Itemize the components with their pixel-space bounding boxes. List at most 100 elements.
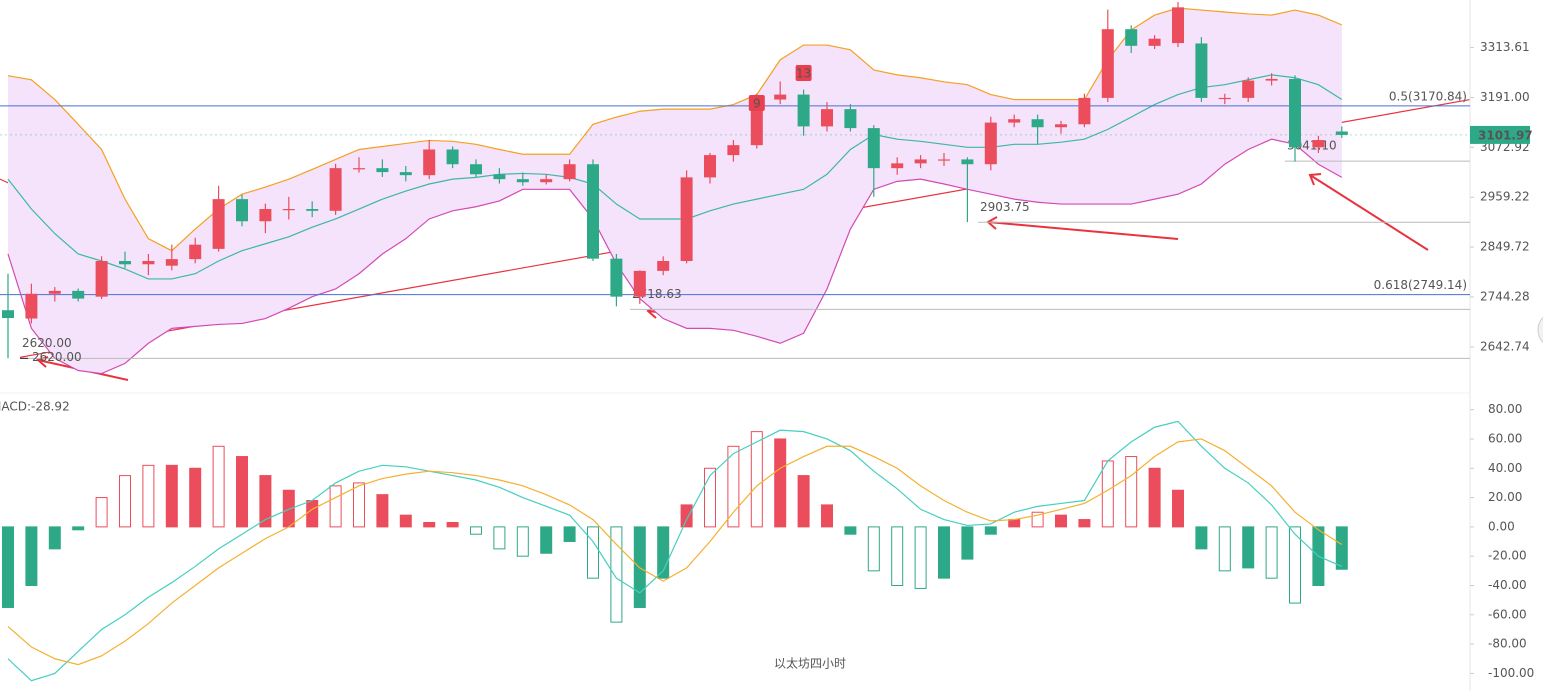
macd-bar (306, 500, 319, 528)
candle-body (2, 310, 14, 319)
macd-bar (1195, 526, 1208, 550)
candle-body (119, 260, 131, 265)
macd-tick-label: 60.00 (1488, 431, 1522, 445)
candle-body (329, 168, 342, 211)
macd-bar (189, 467, 202, 528)
macd-tick-label: -40.00 (1488, 578, 1527, 592)
candle-body (72, 290, 85, 299)
macd-bar (119, 475, 131, 528)
macd-bar (1031, 511, 1044, 528)
candle-body (236, 199, 248, 222)
candle-body (493, 174, 506, 180)
band-upper (7, 7, 1343, 252)
macd-tick-label: 40.00 (1488, 461, 1522, 475)
macd-bar (1289, 526, 1301, 604)
y-tick-label: 2642.74 (1480, 339, 1530, 353)
macd-bar (212, 445, 225, 528)
signal-label: 9 (753, 97, 761, 111)
macd-bar (727, 445, 740, 528)
candle-body (657, 260, 670, 271)
candle-body (961, 159, 974, 165)
macd-bar (516, 526, 529, 557)
candle-body (1218, 97, 1231, 100)
chart-title: 以太坊四小时 (774, 656, 846, 671)
candle-body (259, 209, 272, 222)
macd-bar (423, 521, 436, 528)
candle-body (48, 290, 61, 294)
candle-body (1078, 97, 1091, 125)
macd-bar (329, 485, 342, 528)
candle-body (1055, 124, 1067, 128)
macd-bar (563, 526, 576, 543)
candle-body (821, 109, 833, 127)
macd-bar (1078, 519, 1091, 528)
arrow-head (1308, 173, 1322, 186)
y-tick-label: 3313.61 (1480, 40, 1530, 54)
candle-body (165, 259, 178, 266)
macd-bar (867, 526, 880, 572)
macd-bar (95, 497, 108, 528)
signal-label: 13 (796, 67, 811, 81)
candle-body (891, 163, 904, 169)
candle-body (704, 155, 716, 178)
macd-tick-label: -100.00 (1488, 666, 1534, 680)
macd-bar (25, 526, 38, 586)
macd-bar (891, 526, 904, 586)
macd-bar (48, 526, 61, 550)
macd-bar (680, 504, 693, 528)
candle-body (1125, 29, 1138, 46)
macd-bar (984, 526, 997, 535)
dea-line (7, 438, 1343, 666)
macd-bar (1101, 460, 1114, 528)
macd-bar (142, 464, 155, 528)
candle-body (984, 122, 997, 165)
macd-bar (961, 526, 974, 560)
macd-bar (750, 431, 763, 528)
candle-body (1242, 80, 1255, 98)
macd-bar (353, 482, 365, 528)
signal-badge (748, 95, 765, 111)
candle-body (470, 164, 482, 175)
candle-body (844, 109, 857, 129)
candle-body (540, 179, 553, 183)
candle-body (399, 172, 412, 176)
price-mark-label: 2620.00 (32, 350, 82, 364)
side-button[interactable] (1537, 312, 1543, 348)
candle-body (680, 177, 693, 261)
current-price-box (1470, 125, 1530, 144)
candle-body (212, 199, 225, 249)
candle-body (1265, 78, 1278, 81)
candle-body (376, 168, 389, 173)
macd-tick-label: 0.00 (1488, 519, 1515, 533)
macd-tick-label: 20.00 (1488, 490, 1522, 504)
macd-bar (540, 526, 553, 554)
price-mark-label: 2620.00 (22, 336, 72, 350)
macd-bar (1335, 526, 1348, 570)
candle-body (914, 159, 927, 164)
dif-line (7, 420, 1343, 682)
candle-body (867, 128, 880, 169)
candle-body (1335, 131, 1348, 135)
band-middle (7, 74, 1343, 280)
macd-bar (72, 526, 85, 531)
macd-bar (610, 526, 623, 623)
candle-body (1101, 29, 1114, 98)
macd-bar (493, 526, 506, 550)
macd-bar (1148, 467, 1161, 528)
candle-body (1031, 119, 1044, 128)
macd-tick-label: -20.00 (1488, 549, 1527, 563)
macd-label: MACD:-28.92 (0, 400, 70, 414)
macd-bar (282, 489, 295, 528)
candle-body (516, 179, 529, 183)
macd-bar (376, 494, 389, 528)
candle-body (797, 94, 810, 127)
candle-body (1008, 119, 1021, 123)
candle-body (727, 145, 740, 156)
price-mark-label: 2903.75 (980, 200, 1030, 214)
arrow (987, 221, 1179, 240)
fib-label: 0.5(3170.84) (1389, 89, 1467, 103)
macd-bar (2, 526, 14, 608)
macd-bar (938, 526, 950, 579)
macd-bar (914, 526, 927, 589)
candle-body (610, 258, 623, 297)
